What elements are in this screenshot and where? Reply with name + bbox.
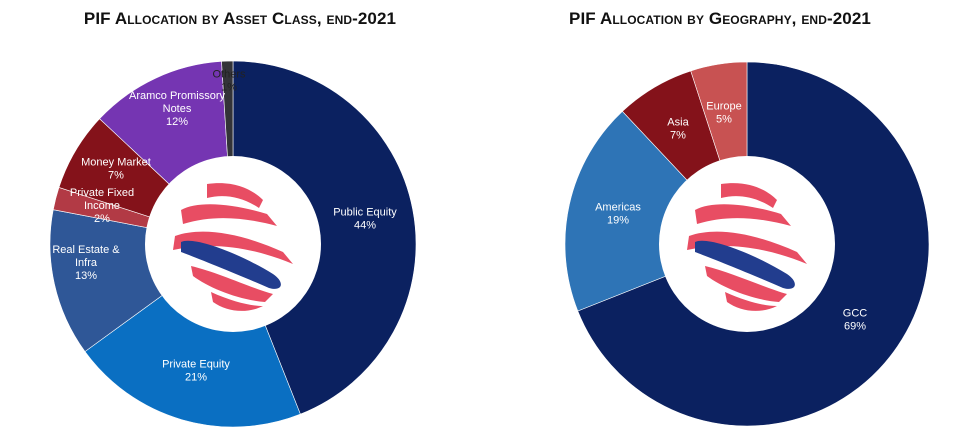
- chart-title: PIF Allocation by Geography, end-2021: [569, 9, 871, 28]
- data-label-gcc: GCC 69%: [843, 308, 868, 333]
- data-label-public-equity: Public Equity 44%: [333, 207, 397, 232]
- pif-logo-icon: [687, 183, 807, 311]
- chart-title: PIF Allocation by Asset Class, end-2021: [83, 9, 397, 28]
- data-label-aramco-promissory-notes: Aramco Promissory Notes 12%: [129, 90, 225, 128]
- data-label-americas: Americas 19%: [595, 202, 641, 227]
- asset-class-chart-panel: PIF Allocation by Asset Class, end-2021 …: [49, 9, 417, 428]
- geography-donut: GCC 69% Americas 19% Asia 7% Europe 5%: [564, 61, 930, 427]
- asset-class-donut: Public Equity 44% Private Equity 21% Real Es…: [49, 60, 417, 428]
- data-label-private-equity: Private Equity 21%: [162, 359, 230, 384]
- data-label-europe: Europe 5%: [706, 101, 741, 126]
- data-label-private-fixed-income: Private Fixed Income 2%: [70, 187, 134, 225]
- data-label-money-market: Money Market 7%: [81, 157, 151, 182]
- data-label-real-estate-and-infra: Real Estate & Infra 13%: [52, 244, 120, 282]
- data-label-others: Others 1%: [212, 69, 246, 94]
- data-label-asia: Asia 7%: [667, 117, 689, 142]
- slice-public-equity: [232, 60, 417, 415]
- pif-logo-icon: [173, 183, 293, 311]
- geography-chart-panel: PIF Allocation by Geography, end-2021 GC…: [480, 0, 960, 441]
